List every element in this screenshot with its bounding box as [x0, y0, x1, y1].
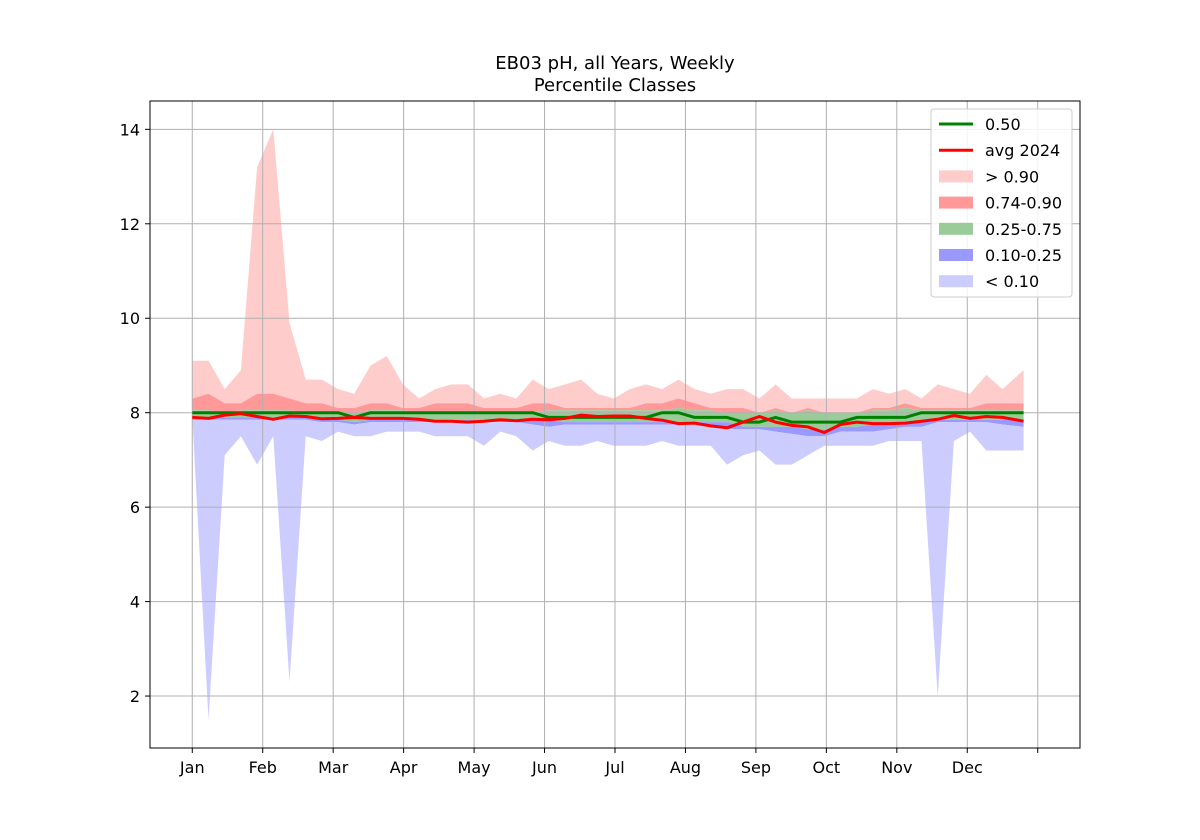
legend-swatch-3 [939, 196, 973, 209]
legend-label-3: 0.74-0.90 [985, 194, 1062, 213]
legend: 0.50 avg 2024 > 0.90 0.74-0.90 0.25-0.75 0.10… [930, 108, 1073, 298]
x-tick-label-2: Mar [318, 758, 349, 777]
x-tick-label-9: Oct [813, 758, 841, 777]
legend-label-6: < 0.10 [985, 272, 1039, 291]
x-tick-label-1: Feb [249, 758, 277, 777]
x-tick-label-6: Jul [604, 758, 624, 777]
band-4 [192, 417, 1024, 720]
x-tick-label-11: Dec [952, 758, 983, 777]
chart-subtitle: Percentile Classes [534, 75, 696, 96]
x-tick-label-10: Nov [881, 758, 912, 777]
legend-swatch-6 [939, 275, 973, 288]
x-tick-label-8: Sep [741, 758, 771, 777]
y-tick-label-0: 2 [130, 687, 140, 706]
legend-label-1: avg 2024 [985, 141, 1060, 160]
chart-title: EB03 pH, all Years, Weekly [495, 53, 735, 74]
y-axis: 2 4 6 8 10 12 14 [120, 120, 150, 706]
x-axis: Jan Feb Mar Apr May Jun Jul Aug Sep Oct Nov Dec [179, 748, 1039, 777]
legend-swatch-2 [939, 170, 973, 183]
band-1 [192, 393, 1024, 413]
y-tick-label-1: 4 [130, 593, 140, 612]
legend-label-5: 0.10-0.25 [985, 246, 1062, 265]
band-0 [192, 129, 1024, 413]
x-tick-label-5: Jun [531, 758, 557, 777]
legend-label-4: 0.25-0.75 [985, 220, 1062, 239]
legend-label-0: 0.50 [985, 115, 1021, 134]
x-tick-label-4: May [458, 758, 491, 777]
y-tick-label-5: 12 [120, 215, 140, 234]
y-tick-label-2: 6 [130, 498, 140, 517]
series-lines [192, 411, 1024, 434]
x-tick-label-0: Jan [179, 758, 205, 777]
band-3 [192, 417, 1024, 437]
legend-swatch-5 [939, 249, 973, 261]
series-line-1 [192, 412, 1024, 434]
y-tick-label-6: 14 [120, 120, 140, 139]
legend-swatch-4 [939, 222, 973, 235]
x-tick-label-3: Apr [390, 758, 418, 777]
x-tick-label-7: Aug [670, 758, 701, 777]
y-tick-label-3: 8 [130, 404, 140, 423]
legend-label-2: > 0.90 [985, 167, 1039, 186]
y-tick-label-4: 10 [120, 309, 140, 328]
